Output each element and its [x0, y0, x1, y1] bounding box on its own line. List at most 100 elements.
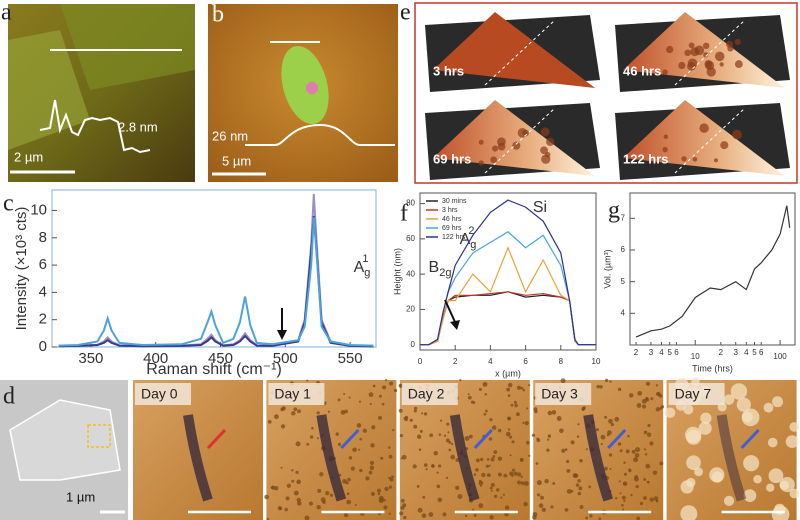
legend-label: 30 mins: [442, 198, 467, 205]
particle: [585, 516, 588, 520]
particle: [565, 459, 570, 464]
particle: [293, 407, 298, 412]
bump: [497, 137, 506, 147]
particle: [652, 470, 658, 475]
particle: [378, 394, 382, 398]
flake-3d: [433, 12, 595, 88]
particle: [636, 516, 641, 520]
peak-label-base: Si: [533, 199, 547, 216]
particle: [486, 473, 491, 478]
particle: [564, 448, 568, 451]
particle: [291, 479, 295, 483]
particle: [388, 446, 391, 449]
particle: [645, 381, 651, 386]
flake: [281, 45, 329, 125]
particle: [346, 499, 351, 505]
particle: [517, 472, 522, 477]
particle: [588, 485, 592, 489]
particle: [492, 455, 496, 458]
zoom-box: [87, 424, 111, 448]
particle: [497, 472, 502, 477]
particle: [617, 387, 622, 392]
particle: [428, 512, 434, 517]
particle: [639, 501, 644, 506]
x-tick-label: 6: [674, 348, 679, 357]
particle: [437, 497, 443, 503]
x-tick-label: 400: [143, 350, 168, 367]
particle: [641, 404, 647, 409]
particle: [698, 421, 712, 435]
particle: [509, 435, 513, 439]
particle: [348, 396, 351, 399]
particle: [614, 497, 618, 500]
particle: [413, 424, 418, 429]
peak-label-base: A: [460, 231, 471, 248]
particle: [381, 402, 385, 406]
particle: [523, 501, 528, 507]
bump: [478, 139, 484, 145]
particle: [520, 386, 524, 390]
particle: [382, 385, 387, 390]
crack: [449, 414, 480, 502]
particle: [753, 475, 762, 484]
particle: [536, 438, 541, 443]
particle: [533, 407, 538, 412]
particle: [582, 406, 586, 410]
particle: [398, 408, 403, 413]
y-tick-label: 7: [621, 213, 626, 222]
bump: [699, 123, 709, 133]
x-axis-label: x (µm): [495, 368, 521, 378]
bump: [663, 134, 669, 139]
particle: [347, 477, 351, 482]
particle: [384, 378, 388, 382]
x-tick-label: 5: [752, 348, 757, 357]
particle: [763, 402, 774, 413]
arrow: [607, 428, 627, 450]
particle: [480, 457, 484, 462]
particle: [496, 488, 500, 492]
peak-label: B2g: [429, 259, 452, 279]
series-line: [635, 205, 791, 338]
particle: [308, 501, 314, 506]
particle: [473, 513, 477, 517]
flake: [9, 399, 121, 481]
particle: [388, 512, 391, 515]
bump: [540, 146, 548, 155]
panel-d: 1 µm d Day 0 Day 1 Day 2 Day 3 Day 7: [0, 377, 800, 520]
y-axis-label: Vol. (µm³): [602, 249, 612, 288]
particle: [291, 469, 294, 472]
particle: [743, 455, 760, 472]
panel-label: g: [608, 198, 620, 224]
particle: [421, 412, 424, 415]
particle: [433, 451, 439, 456]
crack: [583, 414, 613, 502]
particle: [500, 496, 503, 499]
x-tick-label: 10: [691, 352, 700, 361]
particle: [551, 410, 557, 415]
particle: [596, 384, 600, 389]
flake-3d: [433, 100, 595, 176]
particle: [273, 414, 279, 420]
particle: [700, 412, 712, 424]
particle: [413, 409, 417, 413]
day-label: Day 1: [274, 386, 311, 402]
profile-line: [484, 19, 556, 86]
particle: [709, 467, 725, 483]
particle: [484, 393, 487, 396]
spot: [306, 82, 318, 94]
particle: [362, 428, 367, 433]
particle: [489, 515, 494, 520]
particle: [388, 485, 393, 489]
particle: [634, 476, 639, 482]
particle: [694, 467, 704, 477]
particle: [400, 498, 405, 503]
particle: [660, 405, 665, 409]
bump: [492, 145, 499, 152]
particle: [619, 449, 623, 453]
particle: [359, 437, 362, 441]
particle: [630, 493, 633, 497]
particle: [658, 393, 663, 398]
particle: [393, 388, 398, 393]
particle: [506, 387, 511, 392]
particle: [384, 486, 389, 491]
